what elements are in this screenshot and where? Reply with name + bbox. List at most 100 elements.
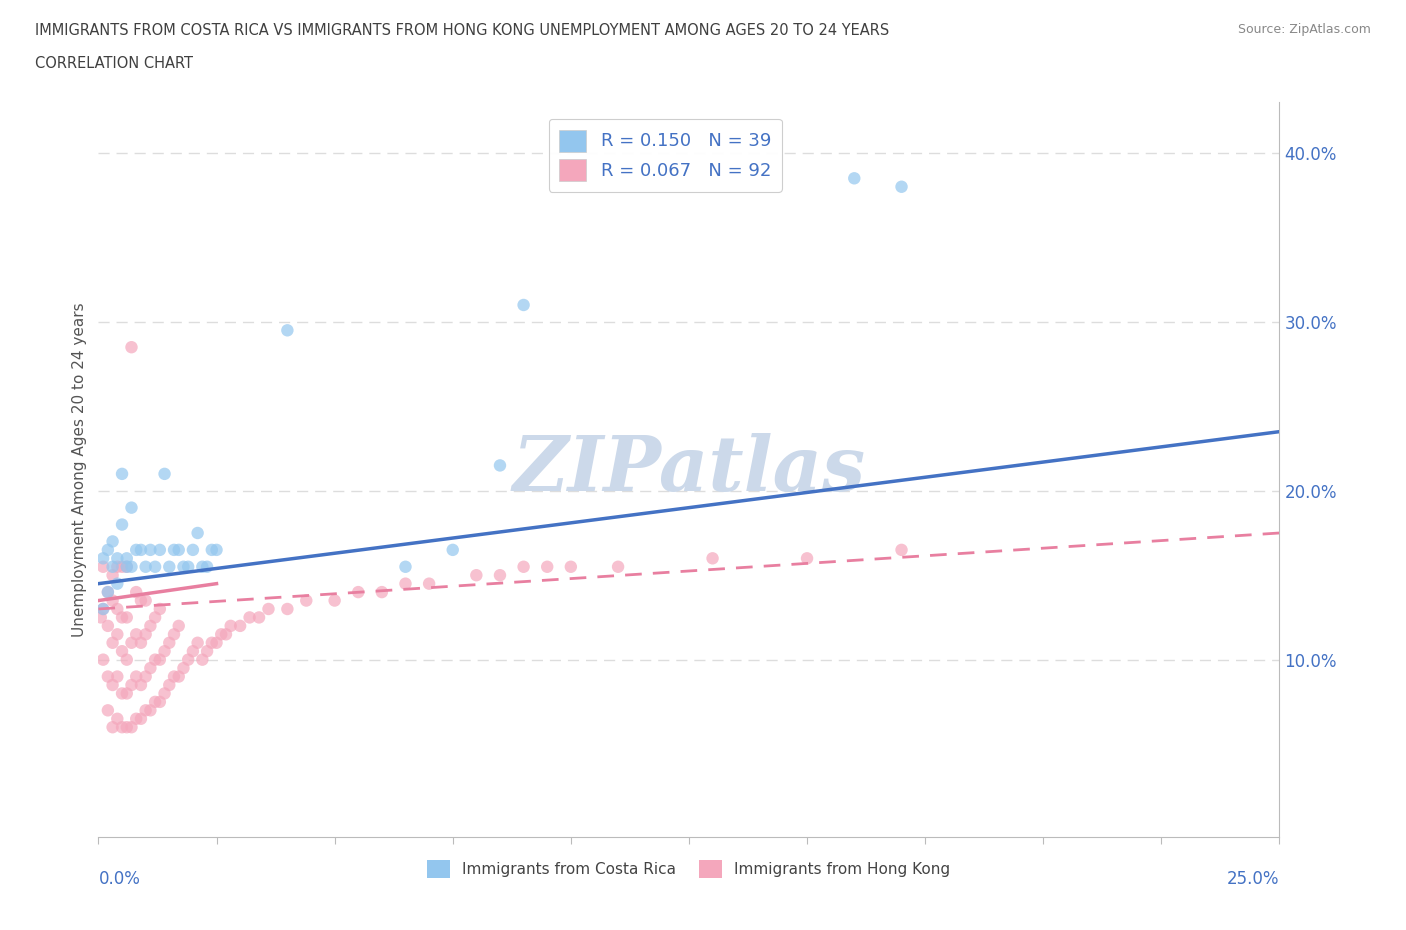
Text: ZIPatlas: ZIPatlas [512,432,866,507]
Point [97,585,120,600]
Point [187,635,209,650]
Point [219,618,242,633]
Text: Source: ZipAtlas.com: Source: ZipAtlas.com [1237,23,1371,36]
Point [115,559,138,574]
Point [149,542,172,557]
Point [153,644,176,658]
Point [157,635,180,650]
Point [167,669,190,684]
Point [215,627,238,642]
Text: IMMIGRANTS FROM COSTA RICA VS IMMIGRANTS FROM HONG KONG UNEMPLOYMENT AMONG AGES : IMMIGRANTS FROM COSTA RICA VS IMMIGRANTS… [35,23,890,38]
Point [247,610,270,625]
Point [135,627,157,642]
Point [844,171,866,186]
Point [115,610,138,625]
Point [101,568,124,583]
Point [172,559,194,574]
Point [111,644,134,658]
Point [702,551,724,565]
Point [91,559,114,574]
Point [371,585,394,600]
Legend: Immigrants from Costa Rica, Immigrants from Hong Kong: Immigrants from Costa Rica, Immigrants f… [422,854,956,884]
Point [177,652,200,667]
Point [115,551,138,565]
Point [135,703,157,718]
Point [191,559,214,574]
Text: 25.0%: 25.0% [1227,870,1279,888]
Point [105,602,128,617]
Point [890,542,912,557]
Point [91,602,114,617]
Point [394,559,416,574]
Point [163,542,186,557]
Point [90,610,112,625]
Point [135,559,157,574]
Point [139,618,162,633]
Point [121,500,143,515]
Point [105,551,128,565]
Point [129,711,152,726]
Point [121,635,143,650]
Point [125,585,148,600]
Point [177,559,200,574]
Y-axis label: Unemployment Among Ages 20 to 24 years: Unemployment Among Ages 20 to 24 years [72,302,87,637]
Point [97,618,120,633]
Point [489,458,512,472]
Point [201,635,224,650]
Point [441,542,464,557]
Point [129,635,152,650]
Point [276,602,298,617]
Point [512,298,534,312]
Point [172,660,194,675]
Point [149,602,172,617]
Point [607,559,630,574]
Point [181,644,204,658]
Point [111,720,134,735]
Point [125,627,148,642]
Point [121,559,143,574]
Point [149,695,172,710]
Point [91,602,114,617]
Point [195,559,218,574]
Point [536,559,558,574]
Point [239,610,262,625]
Point [205,635,228,650]
Point [489,568,512,583]
Point [129,593,152,608]
Point [167,618,190,633]
Point [796,551,818,565]
Point [229,618,252,633]
Point [115,652,138,667]
Point [111,467,134,482]
Point [163,669,186,684]
Point [111,559,134,574]
Point [139,703,162,718]
Point [97,669,120,684]
Point [191,652,214,667]
Point [101,635,124,650]
Text: CORRELATION CHART: CORRELATION CHART [35,56,193,71]
Point [890,179,912,194]
Point [97,585,120,600]
Point [347,585,370,600]
Point [143,559,166,574]
Point [121,678,143,693]
Point [295,593,318,608]
Point [105,627,128,642]
Point [195,644,218,658]
Point [97,703,120,718]
Point [105,559,128,574]
Point [394,577,416,591]
Point [101,720,124,735]
Point [512,559,534,574]
Point [101,534,124,549]
Point [105,711,128,726]
Point [465,568,488,583]
Point [97,542,120,557]
Point [201,542,224,557]
Point [143,610,166,625]
Point [91,551,114,565]
Point [125,542,148,557]
Point [276,323,298,338]
Point [149,652,172,667]
